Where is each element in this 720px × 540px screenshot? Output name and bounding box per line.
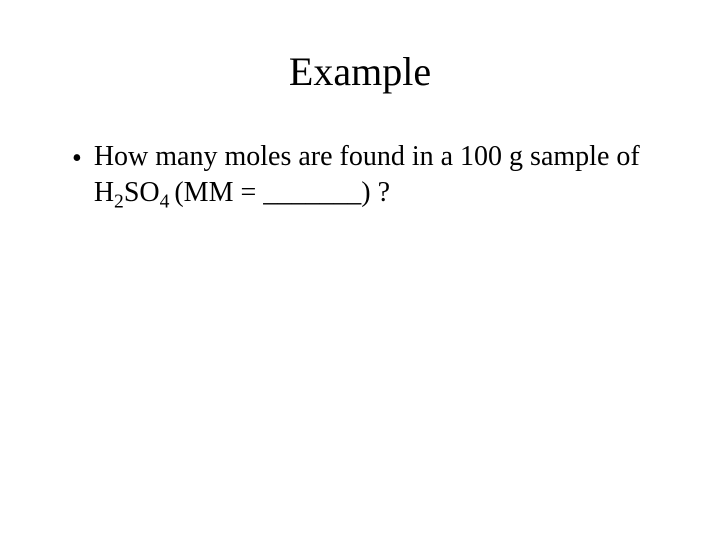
bullet-item: • How many moles are found in a 100 g sa…	[72, 139, 648, 212]
bullet-text: How many moles are found in a 100 g samp…	[94, 139, 648, 212]
text-part-3: (MM = _______) ?	[174, 177, 390, 208]
subscript-1: 2	[114, 192, 124, 213]
subscript-2: 4	[160, 192, 175, 213]
slide: Example • How many moles are found in a …	[0, 0, 720, 540]
slide-title: Example	[0, 48, 720, 95]
text-part-2: SO	[124, 177, 160, 208]
slide-content: • How many moles are found in a 100 g sa…	[0, 139, 720, 212]
bullet-marker: •	[72, 141, 82, 177]
